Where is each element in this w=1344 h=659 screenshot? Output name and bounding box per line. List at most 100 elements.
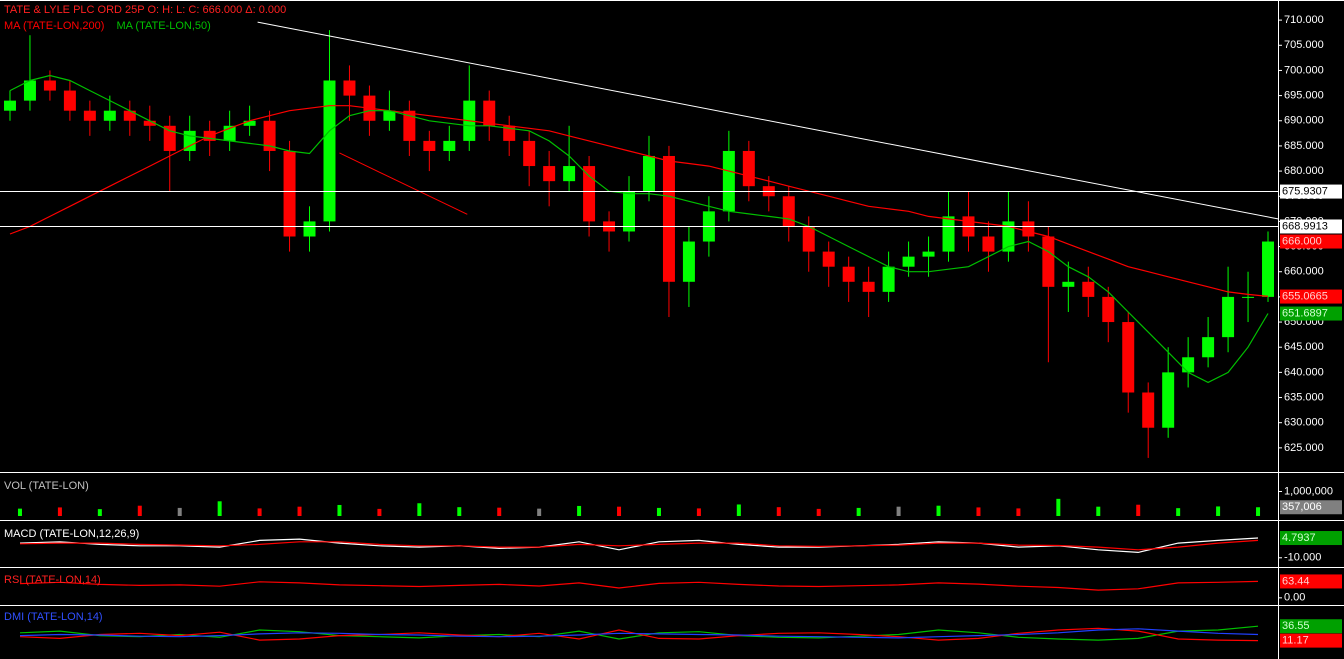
candle-body <box>343 80 356 96</box>
candle-body <box>1102 296 1115 323</box>
value-box-label: 11.17 <box>1282 635 1309 647</box>
y-tick-label: 640.000 <box>1284 366 1324 378</box>
candle-body <box>1182 357 1195 373</box>
value-box-label: 4.7937 <box>1282 532 1316 544</box>
candle-body <box>383 110 396 121</box>
candle-body <box>3 100 16 111</box>
volume-bar <box>696 508 701 516</box>
value-box-label: 666.000 <box>1282 235 1322 247</box>
candle-body <box>842 266 855 282</box>
value-box <box>1280 619 1342 634</box>
y-tick-label: -10.000 <box>1284 552 1321 564</box>
candle-body <box>143 120 156 126</box>
panel-title: RSI (TATE-LON,14) <box>4 574 101 586</box>
volume-bar <box>976 507 981 516</box>
value-box-label: 36.55 <box>1282 620 1310 632</box>
volume-bar <box>297 506 302 516</box>
value-box-label: 63.44 <box>1282 575 1310 587</box>
value-box-label: 357,006 <box>1282 501 1322 513</box>
volume-bar <box>177 507 182 516</box>
candle-body <box>423 140 436 151</box>
panel-title: DMI (TATE-LON,14) <box>4 611 103 623</box>
candle-body <box>183 130 196 151</box>
candle-body <box>1082 281 1095 297</box>
volume-bar <box>617 506 622 516</box>
candle-body <box>722 150 735 212</box>
volume-bar <box>1096 506 1101 516</box>
volume-bar <box>1256 507 1261 516</box>
y-tick-label: 630.000 <box>1284 417 1324 429</box>
candle-body <box>1002 221 1015 252</box>
y-tick-label: 635.000 <box>1284 391 1324 403</box>
volume-bar <box>577 505 582 516</box>
series-line <box>9 105 1269 297</box>
candle-body <box>822 251 835 267</box>
panel-title: TATE & LYLE PLC ORD 25P O: H: L: C: 666.… <box>4 4 286 16</box>
candle-body <box>882 266 895 292</box>
volume-bar <box>217 501 222 516</box>
volume-bar <box>417 503 422 516</box>
candle-body <box>23 80 36 101</box>
value-box <box>1280 234 1342 249</box>
value-box <box>1280 306 1342 321</box>
value-box <box>1280 184 1342 199</box>
candle-body <box>802 226 815 252</box>
value-box <box>1280 633 1342 648</box>
candle-body <box>243 120 256 126</box>
candle-body <box>483 100 496 126</box>
volume-bar <box>896 506 901 516</box>
candle-body <box>103 110 116 121</box>
candle-body <box>323 80 336 222</box>
y-tick-label: 660.000 <box>1284 266 1324 278</box>
y-tick-label: 710.000 <box>1284 14 1324 26</box>
value-box-label: 655.0665 <box>1282 290 1328 302</box>
y-tick-label: 625.000 <box>1284 442 1324 454</box>
y-tick-label: 700.000 <box>1284 64 1324 76</box>
volume-bar <box>856 507 861 516</box>
candle-body <box>742 150 755 187</box>
candle-body <box>43 80 56 91</box>
volume-bar <box>337 504 342 516</box>
candle-body <box>782 196 795 227</box>
candle-body <box>1142 392 1155 428</box>
candle-body <box>583 166 596 222</box>
candle-body <box>303 221 316 237</box>
candle-body <box>1242 296 1255 298</box>
candle-body <box>543 166 556 182</box>
y-tick-label: 680.000 <box>1284 165 1324 177</box>
candle-body <box>283 150 296 237</box>
volume-bar <box>936 505 941 516</box>
candle-body <box>1042 236 1055 287</box>
volume-bar <box>257 508 262 516</box>
volume-bar <box>457 507 462 516</box>
value-box <box>1280 219 1342 234</box>
volume-bar <box>1056 498 1061 516</box>
candle-body <box>403 110 416 141</box>
candle-body <box>902 256 915 267</box>
y-tick-label: 0.00 <box>1284 592 1305 604</box>
y-tick-label: 690.000 <box>1284 115 1324 127</box>
candle-body <box>1022 221 1035 237</box>
candle-body <box>263 120 276 151</box>
y-tick-label: 645.000 <box>1284 341 1324 353</box>
volume-bar <box>497 507 502 516</box>
legend-label: MA (TATE-LON,50) <box>116 20 210 32</box>
volume-bar <box>776 507 781 516</box>
value-box-label: 675.9307 <box>1282 185 1328 197</box>
series-line <box>9 74 1269 384</box>
volume-bar <box>656 507 661 516</box>
candle-body <box>922 251 935 257</box>
panel-title: VOL (TATE-LON) <box>4 480 89 492</box>
candle-body <box>83 110 96 121</box>
volume-bar <box>17 508 22 516</box>
candle-body <box>563 166 576 182</box>
candle-body <box>163 125 176 151</box>
candle-body <box>523 140 536 167</box>
value-box <box>1280 531 1342 546</box>
y-tick-label: 695.000 <box>1284 90 1324 102</box>
y-tick-label: 1,000,000 <box>1284 485 1333 497</box>
candle-body <box>503 125 516 141</box>
series-line <box>19 625 1259 641</box>
